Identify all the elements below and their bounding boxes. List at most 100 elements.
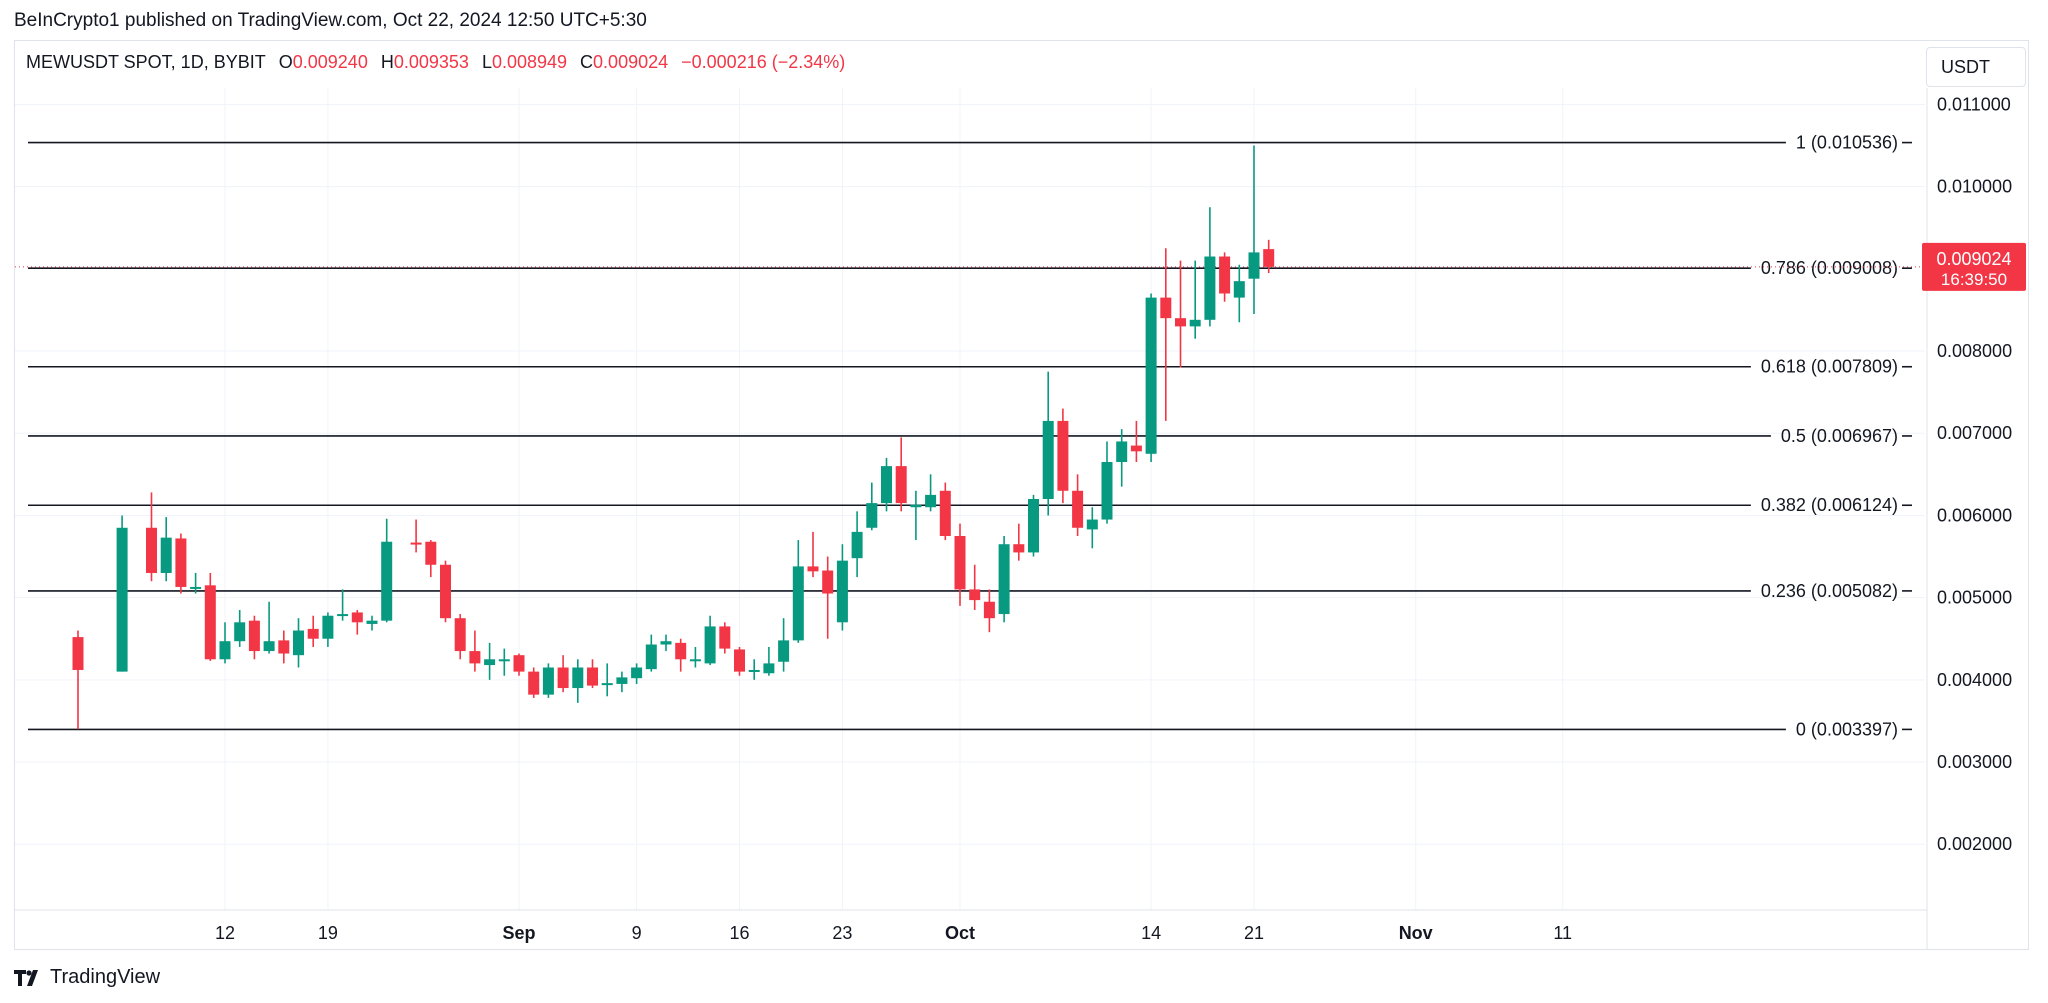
candle-body-up <box>1116 441 1128 463</box>
close-value: 0.009024 <box>593 52 669 72</box>
low-label: L <box>481 52 492 72</box>
y-axis-tick-label: 0.005000 <box>1937 588 2012 608</box>
candle-body-down <box>513 655 525 672</box>
candle-body-up <box>1248 252 1260 279</box>
candle-body-down <box>248 620 260 652</box>
candle-body-up <box>234 622 246 642</box>
symbol-legend: MEWUSDT SPOT, 1D, BYBIT O0.009240 H0.009… <box>26 52 845 73</box>
x-axis-tick-label: 14 <box>1141 923 1161 943</box>
candle-body-down <box>425 541 437 565</box>
candle-body-down <box>528 671 540 695</box>
candle-body-down <box>939 490 951 536</box>
candle-body-up <box>484 659 496 666</box>
high-value: 0.009353 <box>393 52 469 72</box>
candle-body-up <box>631 667 643 679</box>
candle-body-up <box>498 659 510 662</box>
candle-body-up <box>836 560 848 623</box>
candle-body-up <box>616 677 628 684</box>
y-axis-tick-label: 0.002000 <box>1937 834 2012 854</box>
low-value: 0.008949 <box>491 52 568 72</box>
open-value: 0.009240 <box>292 52 368 72</box>
candle-body-down <box>146 527 157 573</box>
x-axis-tick-label: 12 <box>215 923 235 943</box>
fib-level-label: 0.618 (0.007809) <box>1761 357 1898 377</box>
candle-body-up <box>881 466 892 504</box>
candle-body-up <box>381 541 393 621</box>
change-value: −0.000216 (−2.34%) <box>681 52 846 72</box>
candle-body-up <box>645 644 657 670</box>
candle-body-up <box>601 683 613 686</box>
current-price-value: 0.009024 <box>1936 249 2011 269</box>
fib-level-label: 0.5 (0.006967) <box>1781 426 1898 446</box>
candle-body-down <box>719 626 731 649</box>
candle-body-up <box>337 614 349 617</box>
candle-body-up <box>910 504 922 508</box>
candle-body-down <box>1263 249 1275 267</box>
candle-body-down <box>983 601 995 619</box>
candle-body-up <box>660 641 672 645</box>
high-label: H <box>380 52 394 72</box>
candle-body-up <box>851 531 863 559</box>
candle-body-up <box>866 503 878 528</box>
current-price-badge <box>1922 242 2026 291</box>
fib-level-label: 0.382 (0.006124) <box>1761 495 1898 515</box>
x-axis-tick-label: 19 <box>318 923 338 943</box>
x-axis-tick-label: 9 <box>632 923 642 943</box>
candle-body-up <box>293 630 304 656</box>
x-axis-tick-label: Oct <box>945 923 975 943</box>
candle-body-down <box>1072 490 1084 528</box>
fib-level-label: 0 (0.003397) <box>1796 719 1898 739</box>
candle-body-down <box>307 628 319 639</box>
candle-body-down <box>587 667 598 686</box>
x-axis-tick-label: 16 <box>729 923 749 943</box>
tradingview-logo[interactable]: TradingView <box>14 966 160 989</box>
candle-body-down <box>734 649 745 672</box>
chart-frame <box>14 40 2029 950</box>
close-label: C <box>580 52 594 72</box>
publisher-caption: BeInCrypto1 published on TradingView.com… <box>14 10 647 31</box>
candle-body-down <box>675 642 687 660</box>
candle-body-down <box>351 612 363 623</box>
candle-body-up <box>116 527 128 672</box>
x-axis-tick-label: Nov <box>1399 923 1433 943</box>
candle-body-up <box>704 626 716 664</box>
fib-level-label: 0.786 (0.009008) <box>1761 258 1898 278</box>
candle-body-up <box>1101 462 1113 520</box>
candle-body-up <box>160 537 172 573</box>
candle-body-up <box>1189 319 1201 327</box>
candle-body-down <box>807 566 819 572</box>
candle-body-up <box>998 544 1010 615</box>
candle-body-up <box>1204 256 1216 320</box>
x-axis-tick-label: 23 <box>832 923 852 943</box>
candle-body-up <box>190 586 202 589</box>
fib-level-label: 1 (0.010536) <box>1796 133 1898 153</box>
candle-body-down <box>1160 297 1172 319</box>
y-axis-tick-label: 0.010000 <box>1937 177 2012 197</box>
candle-body-down <box>1013 544 1025 553</box>
candle-body-up <box>1233 281 1245 298</box>
candle-body-up <box>322 615 334 639</box>
candle-body-up <box>1086 519 1098 530</box>
currency-unit-button[interactable]: USDT <box>1926 47 2026 87</box>
candle-body-down <box>822 570 834 594</box>
y-axis-tick-label: 0.011000 <box>1937 94 2011 114</box>
y-axis-tick-label: 0.004000 <box>1937 670 2012 690</box>
candle-body-up <box>1145 297 1157 454</box>
bar-countdown: 16:39:50 <box>1941 270 2007 289</box>
candle-body-down <box>1130 445 1142 452</box>
y-axis-tick-label: 0.003000 <box>1937 752 2012 772</box>
x-axis-tick-label: 11 <box>1553 923 1572 943</box>
y-axis-tick-label: 0.007000 <box>1937 423 2012 443</box>
candle-body-up <box>689 659 701 662</box>
candle-body-down <box>1175 318 1186 327</box>
candle-body-down <box>1219 256 1231 294</box>
candle-body-up <box>366 620 378 624</box>
candle-body-up <box>263 641 275 652</box>
candle-body-down <box>410 542 422 545</box>
candle-body-down <box>204 585 216 660</box>
y-axis-tick-label: 0.006000 <box>1937 505 2012 525</box>
candle-body-up <box>792 566 804 641</box>
candle-body-up <box>219 641 231 660</box>
brand-name: TradingView <box>50 966 161 988</box>
